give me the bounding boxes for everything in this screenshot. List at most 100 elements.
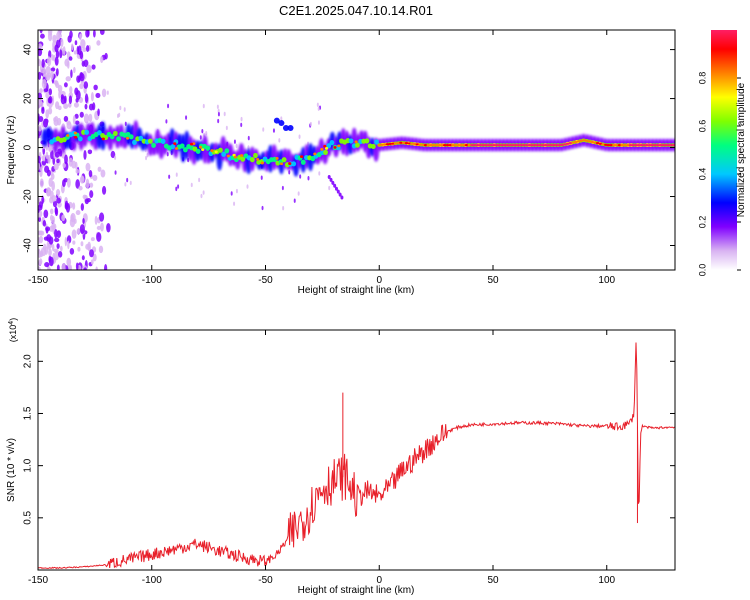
spectrogram-cell	[51, 54, 54, 61]
spectrogram-cell	[513, 144, 518, 147]
spectrogram-cell	[39, 101, 44, 108]
spectrogram-cell	[475, 144, 480, 147]
spectrogram-cell	[333, 146, 337, 149]
spectrogram-cell	[331, 180, 335, 185]
spectrogram-cell	[59, 49, 63, 59]
spectrogram-cell	[432, 144, 436, 147]
spectrogram-cell	[53, 163, 59, 171]
spectrogram-cell	[174, 147, 179, 150]
spectrogram-y-ticks: -40 -20 0 20 40	[23, 44, 675, 253]
spectrogram-cell	[85, 30, 90, 38]
spectrogram-cell	[177, 184, 180, 189]
spectrogram-cell	[38, 115, 44, 123]
spectrogram-cell	[53, 248, 59, 253]
spectrogram-cell	[437, 144, 442, 147]
spectrogram-cell	[278, 120, 285, 127]
spectrogram-cell	[318, 171, 321, 176]
spectrogram-cell	[66, 177, 71, 188]
spectrogram-cell	[653, 144, 657, 147]
spectrogram-cell	[218, 147, 223, 153]
spectrogram-cell	[609, 144, 614, 147]
spectrogram-cell	[262, 127, 265, 132]
spectrogram-cell	[79, 83, 84, 90]
spectrogram-cell	[38, 235, 44, 244]
spectrogram-cell	[99, 212, 105, 222]
spectrogram-cell	[393, 142, 398, 145]
spectrogram-cell	[240, 154, 244, 157]
spectrogram-cell	[233, 201, 236, 206]
spectrogram-cell	[582, 139, 586, 142]
spectrogram-cell	[49, 256, 54, 267]
spectrogram-cell	[205, 131, 208, 136]
spectrogram-cell	[73, 102, 79, 108]
spectrogram-cell	[249, 157, 255, 163]
spectrogram-cell	[382, 143, 387, 146]
spectrogram-cell	[198, 145, 203, 149]
spectrogram-cell	[307, 176, 310, 181]
spectrogram-cell	[355, 142, 360, 148]
spectrogram-cell	[511, 144, 515, 147]
spectrogram-cell	[470, 144, 474, 147]
spectrogram-cell	[83, 150, 87, 160]
spectrogram-cell	[114, 155, 117, 160]
spectrogram-cell	[125, 136, 130, 140]
spectrogram-cell	[77, 136, 83, 142]
spectrogram-cell	[202, 190, 205, 195]
spectrogram-cell	[100, 56, 104, 64]
spectrogram-cell	[399, 141, 403, 144]
spectrogram-cell	[74, 40, 78, 46]
spectrogram-cell	[97, 166, 102, 172]
spectrogram-cell	[217, 108, 220, 114]
spectrogram-cell	[451, 144, 455, 147]
spectrogram-cell	[48, 95, 53, 104]
spectrogram-cell	[47, 267, 51, 270]
spectrogram-cell	[291, 161, 297, 167]
spectrogram-cell	[338, 192, 342, 197]
spectrogram-cell	[85, 243, 91, 250]
colorbar-tick-label: 0.0	[697, 264, 707, 277]
spectrogram-cell	[38, 204, 43, 211]
spectrogram-cell	[557, 144, 562, 147]
spectrogram-cell	[83, 59, 89, 68]
spectrogram-cell	[95, 266, 98, 270]
spectrogram-cell	[74, 218, 77, 224]
spectrogram-cell	[90, 259, 94, 265]
spectrogram-cell	[282, 124, 289, 131]
spectrogram-cell	[442, 144, 447, 147]
spectrogram-cell	[323, 149, 328, 155]
spectrogram-cell	[666, 144, 671, 147]
spectrogram-cell	[101, 137, 105, 141]
spectrogram-cell	[53, 80, 59, 86]
spectrogram-cell	[287, 124, 294, 131]
colorbar-tick-label: 0.6	[697, 120, 707, 133]
spectrogram-cell	[43, 88, 49, 93]
spectrogram-cell	[620, 144, 625, 147]
spectrogram-cell	[91, 64, 96, 70]
snr-y-axis-label: SNR (10 * v/v)	[6, 438, 17, 502]
spectrogram-cell	[100, 169, 106, 178]
spectrogram-cell	[69, 30, 73, 39]
spectrogram-frame	[37, 29, 676, 271]
spectrogram-cell	[82, 194, 87, 200]
spectrogram-cell	[45, 65, 51, 75]
spectrogram-cell	[421, 143, 425, 147]
spectrogram-cell	[309, 121, 312, 127]
spectrogram-cell	[88, 113, 93, 122]
spectrogram-cell	[79, 224, 85, 235]
spectrogram-cell	[73, 66, 76, 74]
spectrogram-cell	[41, 79, 47, 89]
spectrogram-cell	[47, 154, 51, 164]
spectrogram-cell	[317, 106, 320, 111]
spectrogram-cell	[41, 195, 45, 205]
spectrogram-cell	[385, 143, 390, 146]
spectrogram-cell	[505, 144, 510, 147]
spectrogram-cell	[52, 34, 57, 43]
spectrogram-cell	[106, 223, 111, 233]
spectrogram-cell	[77, 45, 82, 56]
spectrogram-cell	[200, 193, 203, 199]
snr-series-line	[38, 342, 675, 570]
spectrogram-cell	[73, 131, 78, 135]
spectrogram-cell	[83, 267, 87, 270]
spectrogram-cell	[104, 263, 108, 270]
spectrogram-cell	[423, 144, 428, 147]
